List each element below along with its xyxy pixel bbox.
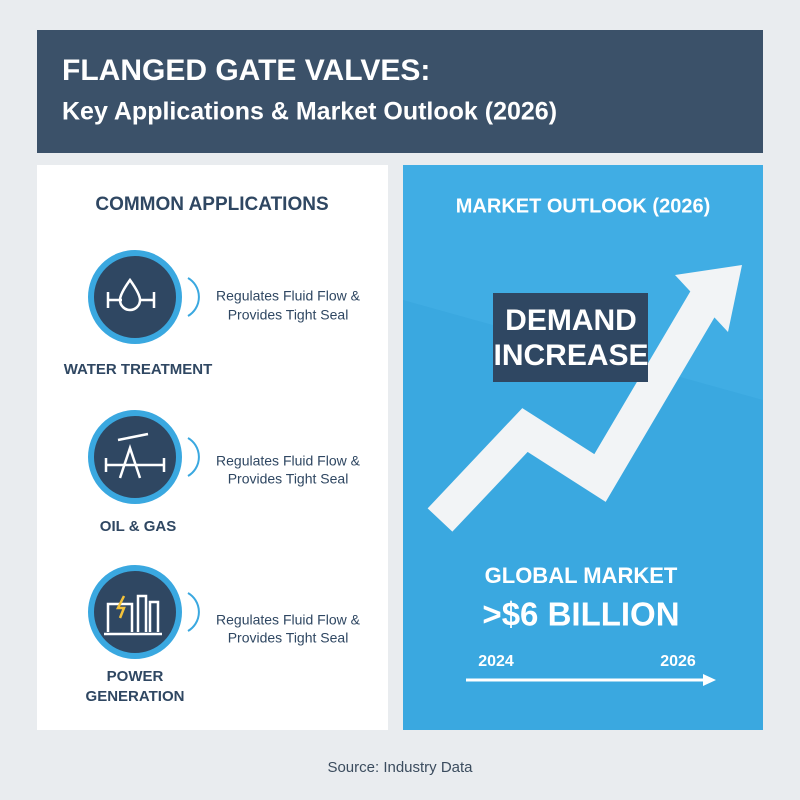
- application-label: GENERATION: [86, 688, 185, 705]
- water-icon: [88, 250, 200, 344]
- flow-arrow: [187, 277, 200, 317]
- description: Provides Tight Seal: [228, 630, 349, 646]
- timeline-start: 2024: [478, 653, 514, 670]
- flow-arrow: [187, 592, 200, 632]
- description: Provides Tight Seal: [228, 307, 349, 323]
- applications-heading: COMMON APPLICATIONS: [95, 194, 328, 215]
- description: Provides Tight Seal: [228, 471, 349, 487]
- application-label: POWER: [107, 668, 164, 685]
- description: Regulates Fluid Flow &: [216, 612, 361, 628]
- timeline-end: 2026: [660, 653, 696, 670]
- callout-box: [493, 293, 648, 382]
- description: Regulates Fluid Flow &: [216, 453, 361, 469]
- application-icons: [88, 250, 200, 659]
- callout: DEMAND: [505, 304, 637, 337]
- header-subtitle: Key Applications & Market Outlook (2026): [62, 98, 557, 126]
- timeline-arrowhead: [703, 674, 716, 686]
- application-label: WATER TREATMENT: [64, 361, 213, 378]
- header-banner: [37, 30, 763, 153]
- callout: INCREASE: [493, 339, 648, 372]
- oil-icon: [88, 410, 200, 504]
- icon-circle: [88, 565, 182, 659]
- description: Regulates Fluid Flow &: [216, 288, 361, 304]
- icon-circle: [88, 410, 182, 504]
- source: Source: Industry Data: [327, 759, 473, 776]
- growth-arrow: [427, 291, 720, 532]
- flow-arrow: [187, 437, 200, 477]
- application-label: OIL & GAS: [100, 518, 176, 535]
- bolt: [115, 595, 126, 619]
- growth-arrowhead: [675, 265, 742, 332]
- header-title: FLANGED GATE VALVES:: [62, 54, 430, 87]
- market-label: GLOBAL MARKET: [485, 563, 678, 588]
- market-value: >$6 BILLION: [482, 596, 679, 633]
- pump-jack: [104, 432, 166, 479]
- market-heading: MARKET OUTLOOK (2026): [456, 195, 710, 217]
- icon-circle: [88, 250, 182, 344]
- drop: [118, 277, 142, 312]
- power-icon: [88, 565, 200, 659]
- pipe: [106, 292, 156, 308]
